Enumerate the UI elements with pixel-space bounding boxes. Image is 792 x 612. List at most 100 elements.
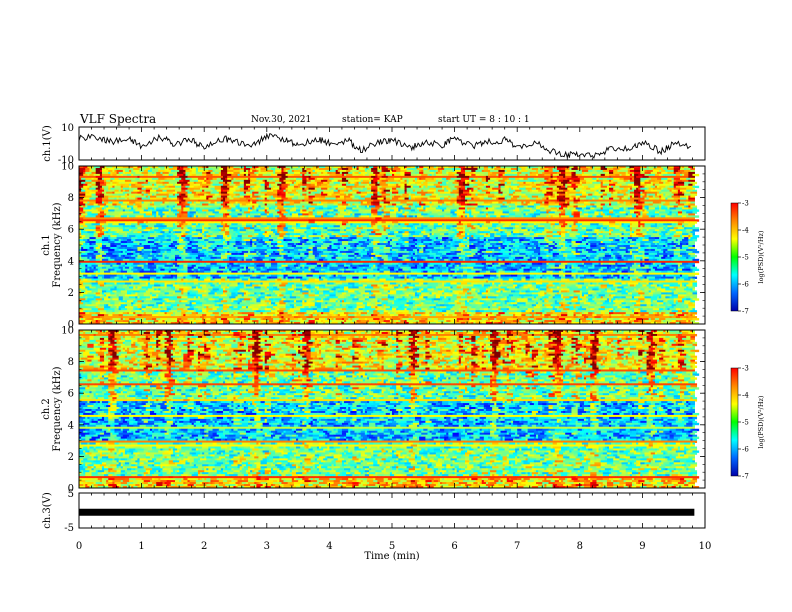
spectrogram-cell [394, 183, 397, 187]
spectrogram-cell [283, 199, 286, 202]
spectrogram-cell [264, 197, 268, 200]
spectrogram-cell [183, 217, 188, 220]
spectrogram-cell [421, 177, 426, 181]
spectrogram-cell [467, 215, 470, 218]
spectrogram-cell [638, 171, 641, 175]
spectrogram-cell [83, 207, 86, 210]
spectrogram-cell [245, 215, 249, 218]
spectrogram-cell [364, 171, 368, 175]
spectrogram-cell [362, 201, 368, 204]
spectrogram-cell [248, 203, 255, 206]
spectrogram-cell [502, 173, 506, 177]
spectrogram-cell [412, 179, 416, 183]
spectrogram-cell [659, 211, 664, 214]
spectrogram-cell [535, 205, 539, 208]
spectrogram-cell [446, 181, 449, 185]
spectrogram-cell [490, 173, 497, 177]
spectrogram-cell [202, 209, 209, 212]
spectrogram-cell [692, 209, 700, 212]
spectrogram-cell [85, 179, 92, 183]
spectrogram-cell [617, 175, 620, 179]
spectrogram-cell [168, 193, 174, 197]
spectrogram-cell [661, 173, 664, 177]
spectrogram-cell [350, 195, 355, 199]
spectrogram-cell [141, 191, 145, 195]
spectrogram-cell [281, 187, 286, 191]
spectrogram-cell [112, 166, 117, 169]
spectrogram-cell [600, 189, 606, 193]
spectrogram-cell [519, 183, 526, 187]
spectrogram-cell [152, 183, 155, 187]
spectrogram-cell [629, 177, 633, 181]
spectrogram-cell [563, 189, 568, 193]
spectrogram-cell [156, 197, 163, 200]
spectrogram-cell [431, 201, 439, 204]
spectrogram-cell [302, 209, 307, 212]
spectrogram-cell [598, 211, 602, 214]
spectrogram-cell [306, 193, 314, 197]
spectrogram-cell [686, 167, 691, 171]
spectrogram-cell [417, 167, 424, 171]
spectrogram-cell [218, 211, 226, 214]
spectrogram-cell [565, 199, 570, 202]
spectrogram-cell [352, 167, 357, 171]
spectrogram-cell [402, 211, 405, 214]
spectrogram-cell [648, 193, 652, 197]
spectrogram-cell [396, 169, 401, 173]
spectrogram-cell [581, 171, 585, 175]
spectrogram-cell [435, 185, 443, 189]
spectrogram-cell [613, 209, 620, 212]
spectrogram-cell [375, 205, 382, 208]
spectrogram-cell [352, 191, 357, 195]
spectrogram-cell [540, 183, 545, 187]
spectrogram-cell [502, 191, 508, 195]
spectrogram-cell [561, 215, 564, 218]
spectrogram-cell [400, 211, 403, 214]
spectrogram-cell [611, 199, 618, 202]
spectrogram-cell [266, 185, 270, 189]
spectrogram-cell [206, 177, 209, 181]
spectrogram-cell [444, 166, 447, 169]
spectrogram-cell [256, 167, 261, 171]
spectrogram-cell [531, 199, 537, 202]
spectrogram-cell [346, 183, 353, 187]
spectrogram-cell [222, 166, 226, 169]
spectrogram-cell [533, 205, 537, 208]
spectrogram-cell [525, 185, 533, 189]
spectrogram-cell [529, 201, 533, 204]
spectrogram-cell [114, 191, 117, 195]
spectrogram-cell [181, 191, 188, 195]
spectrogram-cell [690, 203, 695, 206]
spectrogram-cell [321, 215, 324, 218]
spectrogram-cell [358, 166, 364, 169]
spectrogram-cell [554, 181, 562, 185]
spectrogram-cell [437, 213, 443, 216]
spectrogram-cell [421, 189, 424, 193]
spectrogram-cell [189, 175, 195, 179]
spectrogram-cell [423, 166, 430, 169]
spectrogram-cell [273, 193, 278, 197]
spectrogram-cell [291, 175, 297, 179]
spectrogram-cell [377, 191, 380, 195]
spectrogram-cell [433, 179, 437, 183]
spectrogram-cell [433, 185, 437, 189]
spectrogram-cell [575, 187, 583, 191]
spectrogram-cell [606, 217, 612, 220]
spectrogram-cell [398, 191, 405, 195]
spectrogram-cell [546, 191, 551, 195]
spectrogram-cell [654, 207, 660, 210]
spectrogram-cell [542, 173, 545, 177]
spectrogram-cell [621, 203, 627, 206]
spectrogram-cell [652, 169, 660, 173]
spectrogram-cell [369, 175, 372, 179]
spectrogram-cell [237, 179, 245, 183]
spectrogram-cell [323, 205, 328, 208]
spectrogram-cell [573, 211, 581, 214]
spectrogram-cell [579, 211, 583, 214]
spectrogram-cell [358, 173, 364, 177]
spectrogram-cell [243, 185, 249, 189]
spectrogram-cell [525, 167, 533, 171]
spectrogram-cell [590, 189, 595, 193]
spectrogram-cell [281, 181, 286, 185]
spectrogram-cell [122, 213, 130, 216]
